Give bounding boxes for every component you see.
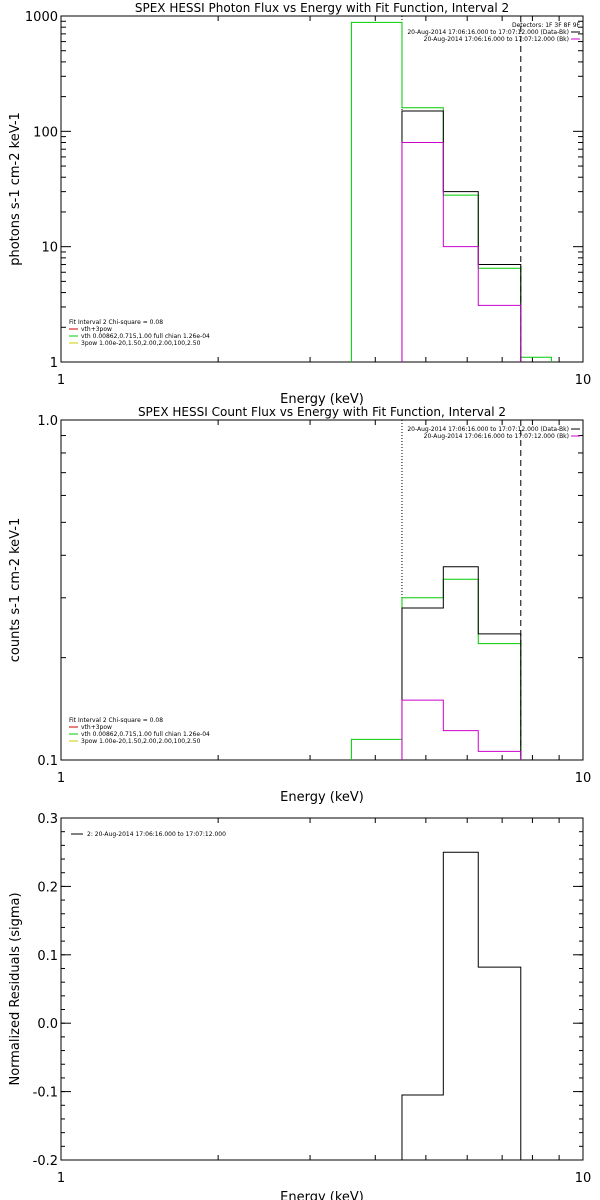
panel-3 (60, 817, 584, 1161)
panel-2 (60, 419, 584, 761)
x-axis-label: Energy (keV) (280, 790, 364, 805)
x-tick-label: 1 (57, 771, 65, 786)
chart-title: SPEX HESSI Count Flux vs Energy with Fit… (138, 405, 506, 419)
fit-legend-header: Fit Interval 2 Chi-square = 0.08 (69, 717, 163, 724)
x-tick-label: 1 (57, 373, 65, 388)
y-axis-label: Normalized Residuals (sigma) (8, 892, 23, 1085)
y-tick-label: 0.1 (37, 949, 58, 964)
x-tick-label: 10 (575, 771, 592, 786)
legend-entry-text: 20-Aug-2014 17:06:16.000 to 17:07:12.000… (407, 29, 569, 36)
histogram-series (401, 566, 522, 760)
histogram-series (401, 110, 522, 362)
histogram-series (401, 699, 522, 760)
plot-frame (60, 817, 584, 1161)
histogram-series (350, 21, 552, 362)
x-axis-label: Energy (keV) (280, 392, 364, 407)
y-tick-label: 100 (33, 125, 58, 140)
y-tick-label: 1.0 (37, 414, 58, 429)
legend-entry-text: 20-Aug-2014 17:06:16.000 to 17:07:12.000… (407, 426, 569, 433)
x-tick-label: 1 (57, 1171, 65, 1186)
y-tick-label: 0.1 (37, 754, 58, 769)
fit-legend-text: vth+3pow (81, 326, 112, 333)
fit-legend-header: Fit Interval 2 Chi-square = 0.08 (69, 319, 163, 326)
plot-frame (60, 419, 584, 761)
x-axis-label: Energy (keV) (280, 1190, 364, 1200)
fit-legend-text: vth 0.00862,0.715,1.00 full chian 1.26e-… (81, 333, 210, 340)
y-tick-label: 1 (50, 356, 58, 371)
legend-entry-text: 20-Aug-2014 17:06:16.000 to 17:07:12.000… (424, 36, 569, 43)
x-tick-label: 10 (575, 1171, 592, 1186)
chart-title: SPEX HESSI Photon Flux vs Energy with Fi… (135, 1, 509, 15)
histogram-series (401, 851, 522, 1160)
x-tick-label: 10 (575, 373, 592, 388)
panel-1 (60, 15, 584, 363)
histogram-series (401, 142, 522, 362)
legend-header: Detectors: 1F 3F 8F 9F (512, 22, 581, 29)
y-tick-label: -0.1 (33, 1086, 58, 1101)
y-tick-label: 0.3 (37, 812, 58, 827)
y-tick-label: 10 (41, 241, 58, 256)
y-axis-label: counts s-1 cm-2 keV-1 (8, 518, 23, 663)
fit-legend-text: 3pow 1.00e-20,1.50,2.00,2.00,100,2.50 (81, 738, 201, 745)
legend-entry-text: 20-Aug-2014 17:06:16.000 to 17:07:12.000… (424, 433, 569, 440)
histogram-series (350, 578, 522, 760)
fit-legend-text: 3pow 1.00e-20,1.50,2.00,2.00,100,2.50 (81, 340, 201, 347)
y-tick-label: 1000 (25, 10, 58, 25)
y-tick-label: -0.2 (33, 1154, 58, 1169)
y-tick-label: 0.0 (37, 1017, 58, 1032)
fit-legend-text: vth 0.00862,0.715,1.00 full chian 1.26e-… (81, 731, 210, 738)
fit-legend-text: vth+3pow (81, 724, 112, 731)
residual-legend-text: 2: 20-Aug-2014 17:06:16.000 to 17:07:12.… (87, 831, 226, 838)
y-axis-label: photons s-1 cm-2 keV-1 (8, 112, 23, 266)
plot-frame (60, 15, 584, 363)
y-tick-label: 0.2 (37, 880, 58, 895)
